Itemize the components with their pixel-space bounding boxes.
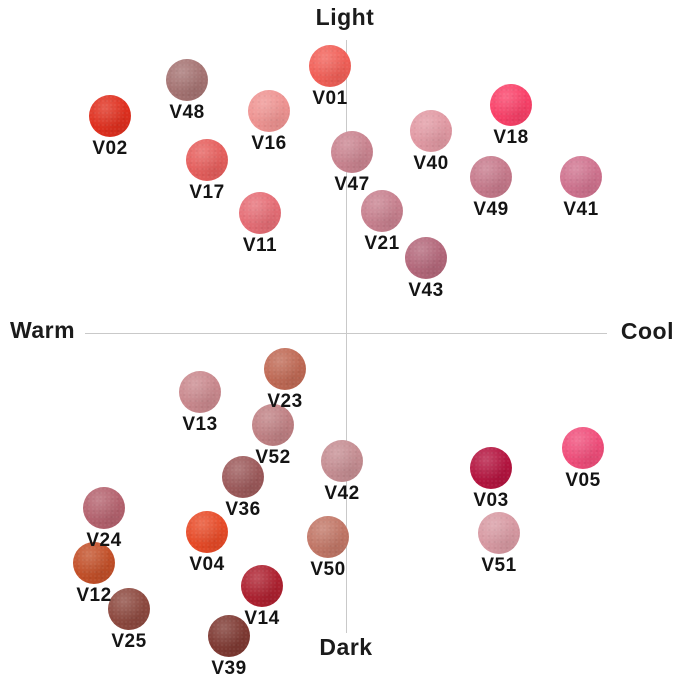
swatch-label-V23: V23 bbox=[267, 391, 303, 412]
swatch-label-V11: V11 bbox=[242, 235, 278, 256]
swatch-V12 bbox=[73, 542, 115, 584]
swatch-V48 bbox=[166, 59, 208, 101]
swatch-V50 bbox=[307, 516, 349, 558]
swatch-V49 bbox=[470, 156, 512, 198]
swatch-V21 bbox=[361, 190, 403, 232]
swatch-label-V47: V47 bbox=[334, 174, 370, 195]
swatch-V40 bbox=[410, 110, 452, 152]
swatch-label-V24: V24 bbox=[86, 530, 122, 551]
axis-label-dark: Dark bbox=[319, 634, 373, 660]
swatch-label-V04: V04 bbox=[189, 554, 225, 575]
axis-label-cool: Cool bbox=[620, 318, 674, 344]
swatch-V01 bbox=[309, 45, 351, 87]
swatch-V52 bbox=[252, 404, 294, 446]
swatch-V13 bbox=[179, 371, 221, 413]
swatch-label-V51: V51 bbox=[481, 555, 517, 576]
swatch-label-V14: V14 bbox=[244, 608, 280, 629]
swatch-V16 bbox=[248, 90, 290, 132]
swatch-V03 bbox=[470, 447, 512, 489]
swatch-V23 bbox=[264, 348, 306, 390]
swatch-V18 bbox=[490, 84, 532, 126]
swatch-V36 bbox=[222, 456, 264, 498]
axis-label-light: Light bbox=[315, 4, 375, 30]
swatch-V41 bbox=[560, 156, 602, 198]
swatch-label-V02: V02 bbox=[92, 138, 128, 159]
swatch-label-V42: V42 bbox=[324, 483, 360, 504]
swatch-V51 bbox=[478, 512, 520, 554]
swatch-V04 bbox=[186, 511, 228, 553]
swatch-label-V40: V40 bbox=[413, 153, 449, 174]
swatch-V39 bbox=[208, 615, 250, 657]
swatch-label-V49: V49 bbox=[473, 199, 509, 220]
swatch-V05 bbox=[562, 427, 604, 469]
vertical-axis-line bbox=[346, 40, 347, 633]
swatch-V11 bbox=[239, 192, 281, 234]
swatch-label-V52: V52 bbox=[255, 447, 291, 468]
swatch-label-V13: V13 bbox=[182, 414, 218, 435]
swatch-label-V41: V41 bbox=[563, 199, 599, 220]
swatch-label-V12: V12 bbox=[76, 585, 112, 606]
swatch-V24 bbox=[83, 487, 125, 529]
swatch-V17 bbox=[186, 139, 228, 181]
swatch-label-V36: V36 bbox=[225, 499, 261, 520]
swatch-label-V03: V03 bbox=[473, 490, 509, 511]
swatch-label-V18: V18 bbox=[493, 127, 529, 148]
swatch-label-V25: V25 bbox=[111, 631, 147, 652]
swatch-label-V05: V05 bbox=[565, 470, 601, 491]
swatch-label-V43: V43 bbox=[408, 280, 444, 301]
swatch-label-V21: V21 bbox=[364, 233, 400, 254]
axis-label-warm: Warm bbox=[10, 317, 76, 343]
swatch-label-V17: V17 bbox=[189, 182, 225, 203]
swatch-V43 bbox=[405, 237, 447, 279]
swatch-V42 bbox=[321, 440, 363, 482]
swatch-label-V16: V16 bbox=[251, 133, 287, 154]
swatch-V47 bbox=[331, 131, 373, 173]
swatch-label-V39: V39 bbox=[211, 658, 247, 679]
swatch-V25 bbox=[108, 588, 150, 630]
swatch-label-V48: V48 bbox=[169, 102, 205, 123]
swatch-V02 bbox=[89, 95, 131, 137]
swatch-label-V01: V01 bbox=[312, 88, 348, 109]
swatch-label-V50: V50 bbox=[310, 559, 346, 580]
swatch-V14 bbox=[241, 565, 283, 607]
